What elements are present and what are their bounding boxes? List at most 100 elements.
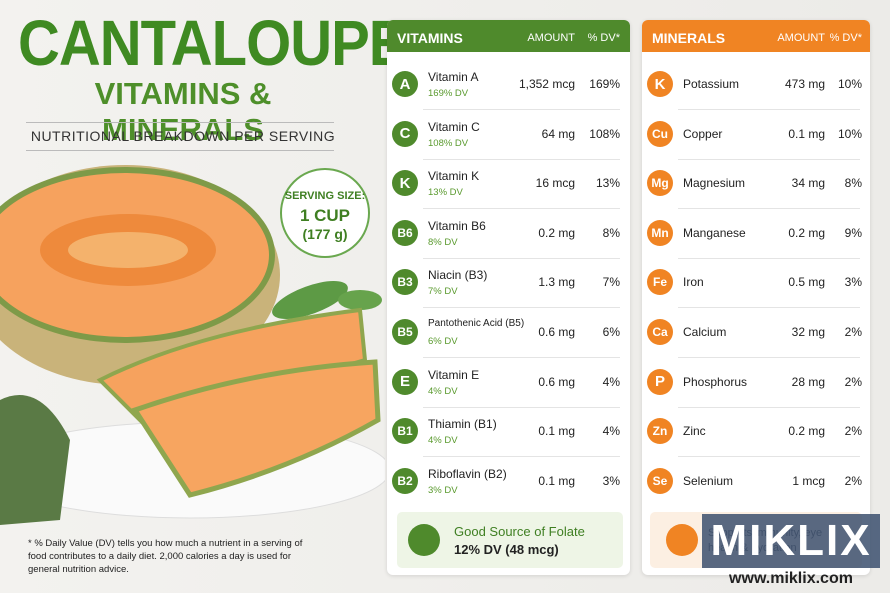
separator <box>678 257 860 259</box>
amount: 16 mcg <box>535 176 575 191</box>
serving-label: SERVING SIZE: <box>284 190 366 202</box>
nutrient-name: Manganese <box>683 225 746 240</box>
badge: Fe <box>647 269 673 296</box>
dv-note: 4% DV <box>428 435 458 447</box>
leaf <box>338 290 382 310</box>
badge: C <box>392 120 418 147</box>
amount: 32 mg <box>791 325 825 339</box>
panel-header <box>387 20 630 52</box>
subtitle: VITAMINS & MINERALS <box>94 76 272 147</box>
separator <box>423 158 620 160</box>
separator <box>423 208 620 210</box>
separator <box>678 406 860 408</box>
separator <box>678 208 860 210</box>
amount: 1,352 mcg <box>518 77 575 91</box>
dv: 10% <box>837 77 862 91</box>
dv: 6% <box>602 325 620 339</box>
badge: Ca <box>647 319 673 345</box>
separator <box>423 109 620 110</box>
panel-title: MINERALS <box>652 30 726 46</box>
dv: 10% <box>837 126 862 141</box>
separator <box>423 257 620 259</box>
amount: 34 mg <box>791 176 825 191</box>
badge: B6 <box>392 219 418 246</box>
dv-note: 4% DV <box>428 385 458 397</box>
panel-header <box>642 20 870 52</box>
panel-title: VITAMINS <box>397 30 463 46</box>
badge: Mg <box>647 170 673 197</box>
serving-grams: (177 g) <box>302 226 348 242</box>
dv-note: 108% DV <box>428 137 469 149</box>
dv: 108% <box>589 126 620 141</box>
dv: 4% <box>602 424 620 439</box>
amount: 0.1 mg <box>538 473 575 488</box>
dv: 7% <box>602 275 620 290</box>
amount: 0.5 mg <box>788 275 825 290</box>
nutrient-name: Potassium <box>683 77 740 91</box>
dv: 3% <box>844 275 862 290</box>
serving-badge: SERVING SIZE: 1 CUP (177 g) <box>280 168 370 258</box>
nutrient-name: Riboflavin (B2) <box>428 466 507 481</box>
amount: 0.1 mg <box>788 126 825 141</box>
badge: E <box>392 368 418 395</box>
badge: P <box>647 368 673 395</box>
watermark-url: www.miklix.com <box>729 570 853 587</box>
dv: 3% <box>602 473 620 488</box>
nutrient-name: Vitamin B6 <box>428 218 486 233</box>
amount: 473 mg <box>784 77 825 91</box>
nutrient-name: Selenium <box>683 473 734 488</box>
nutrient-name: Vitamin E <box>428 367 480 382</box>
nutrient-name: Vitamin A <box>428 70 479 84</box>
callout-text: 12% DV (48 mcg) <box>454 542 559 557</box>
dv-header: % DV* <box>587 32 620 44</box>
nutrient-name: Copper <box>683 126 723 141</box>
badge: K <box>647 71 673 97</box>
badge: Cu <box>647 120 673 147</box>
amount: 64 mg <box>541 126 575 141</box>
dv-header: % DV* <box>829 32 862 44</box>
amount: 0.2 mg <box>788 424 825 439</box>
melon-center <box>68 232 188 268</box>
badge: Se <box>647 467 673 494</box>
footnote: * % Daily Value (DV) tells you how much … <box>28 538 303 575</box>
badge: Zn <box>647 418 673 445</box>
dv: 8% <box>844 176 862 191</box>
separator <box>423 357 620 358</box>
amount: 0.2 mg <box>788 225 825 240</box>
amount: 28 mg <box>791 374 825 389</box>
badge: A <box>392 71 418 97</box>
leaf <box>272 281 348 319</box>
dv-note: 6% DV <box>428 336 458 347</box>
badge: B2 <box>392 467 418 494</box>
watermark-logo: MIKLIX <box>702 514 880 568</box>
separator <box>678 109 860 110</box>
rule <box>26 150 334 151</box>
badge: B5 <box>392 319 418 345</box>
dv: 9% <box>844 225 862 240</box>
amount: 0.6 mg <box>538 374 575 389</box>
tagline: NUTRITIONAL BREAKDOWN PER SERVING <box>30 128 336 144</box>
nutrient-name: Thiamin (B1) <box>428 417 497 432</box>
dv: 4% <box>602 374 620 389</box>
nutrient-name: Zinc <box>683 424 706 439</box>
nutrient-name: Vitamin C <box>428 119 480 134</box>
nutrient-name: Vitamin K <box>428 169 480 184</box>
nutrient-name: Iron <box>683 275 704 290</box>
badge: K <box>392 170 418 197</box>
separator <box>678 357 860 358</box>
melon-illustration <box>0 165 385 525</box>
separator <box>423 307 620 309</box>
rule <box>26 122 334 123</box>
panel <box>642 20 870 575</box>
nutrient-name: Pantothenic Acid (B5) <box>428 318 525 329</box>
amount-header: AMOUNT <box>527 32 575 44</box>
badge: B1 <box>392 418 418 445</box>
amount: 1 mcg <box>792 473 825 488</box>
dv-note: 13% DV <box>428 187 463 199</box>
dv-note: 169% DV <box>428 88 469 99</box>
badge: Mn <box>647 219 673 246</box>
nutrient-name: Calcium <box>683 325 727 339</box>
amount: 1.3 mg <box>538 275 575 290</box>
dv-note: 3% DV <box>428 484 458 496</box>
